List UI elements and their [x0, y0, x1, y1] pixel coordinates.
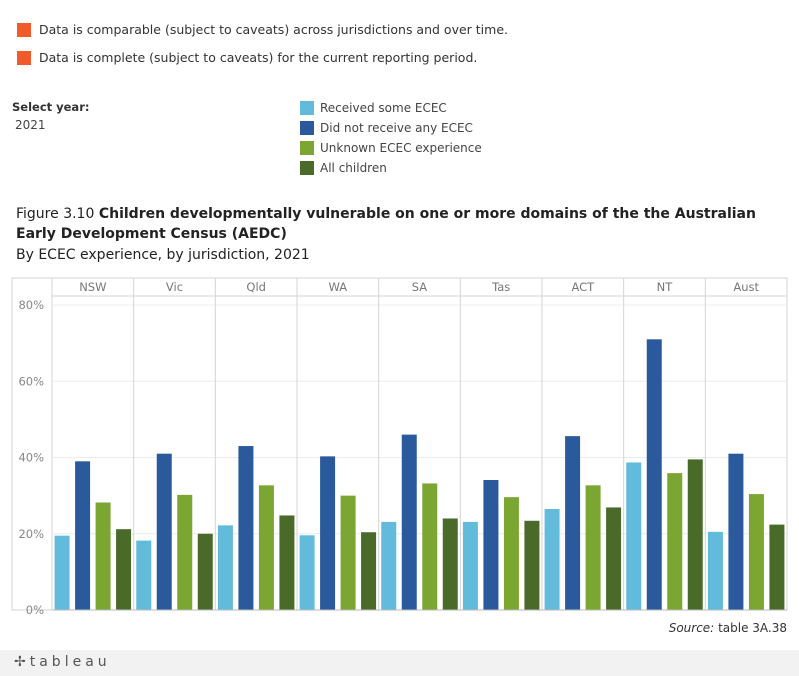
bar: [156, 453, 172, 610]
y-tick-label: 40%: [18, 451, 44, 465]
column-header: Vic: [166, 280, 183, 294]
bar: [483, 479, 499, 610]
bar: [503, 497, 519, 610]
legend-item-unknown[interactable]: Unknown ECEC experience: [300, 138, 482, 158]
column-header: Qld: [246, 280, 266, 294]
bar: [320, 456, 336, 610]
bar: [422, 483, 438, 610]
bar: [279, 515, 295, 610]
column-header: Tas: [491, 280, 510, 294]
y-tick-label: 80%: [18, 298, 44, 312]
bar: [136, 540, 152, 610]
caveat-marker-icon: [17, 50, 31, 65]
bar: [626, 462, 642, 610]
bar: [381, 521, 397, 610]
legend-label: Received some ECEC: [320, 101, 447, 115]
caveat-complete: Data is complete (subject to caveats) fo…: [17, 50, 477, 65]
legend-swatch: [300, 121, 314, 135]
footer-bar: ✢tableau: [0, 650, 799, 676]
legend: Received some ECEC Did not receive any E…: [300, 98, 482, 178]
column-header: NT: [657, 280, 674, 294]
bar: [116, 529, 132, 610]
tableau-logo-text: tableau: [29, 654, 111, 670]
bar: [340, 495, 356, 610]
bar: [646, 339, 662, 610]
legend-item-all-children[interactable]: All children: [300, 158, 482, 178]
caveat-comparable: Data is comparable (subject to caveats) …: [17, 22, 508, 37]
source-note: Source: table 3A.38: [669, 621, 787, 635]
bar: [238, 446, 254, 610]
column-header: SA: [412, 280, 428, 294]
figure-title-text: Children developmentally vulnerable on o…: [16, 206, 756, 242]
figure-number: Figure 3.10: [16, 206, 95, 222]
bar: [177, 494, 193, 610]
bar: [95, 502, 111, 610]
bar: [258, 485, 274, 610]
bar: [462, 521, 478, 610]
bar: [728, 453, 744, 610]
source-label: Source:: [668, 621, 715, 635]
bar: [707, 531, 723, 610]
legend-swatch: [300, 141, 314, 155]
legend-item-received[interactable]: Received some ECEC: [300, 98, 482, 118]
column-header: WA: [329, 280, 348, 294]
caveat-text: Data is complete (subject to caveats) fo…: [39, 50, 478, 65]
year-filter-value[interactable]: 2021: [15, 118, 46, 132]
bar: [54, 535, 70, 610]
bar: [299, 535, 315, 610]
tableau-logo[interactable]: ✢tableau: [14, 654, 111, 670]
column-header: ACT: [571, 280, 595, 294]
bar: [748, 494, 764, 610]
bar: [687, 459, 703, 610]
legend-swatch: [300, 101, 314, 115]
legend-item-not-received[interactable]: Did not receive any ECEC: [300, 118, 482, 138]
caveat-marker-icon: [17, 22, 31, 37]
bar: [361, 532, 377, 610]
year-filter-label: Select year:: [12, 100, 90, 114]
legend-label: Did not receive any ECEC: [320, 121, 473, 135]
bar-chart: 0% 20% 40% 60% 80% NSW Vic Qld WA SA Tas ACT NT Aust: [11, 277, 788, 615]
bar: [442, 518, 458, 610]
source-text: table 3A.38: [718, 621, 787, 635]
bar: [667, 473, 683, 610]
legend-label: All children: [320, 161, 387, 175]
legend-swatch: [300, 161, 314, 175]
bar: [197, 533, 213, 610]
bar: [769, 524, 785, 610]
bar: [585, 485, 601, 610]
bar: [606, 507, 622, 610]
y-tick-label: 0%: [26, 603, 44, 615]
column-header: NSW: [79, 280, 106, 294]
caveat-text: Data is comparable (subject to caveats) …: [39, 22, 508, 37]
chart-subtitle: By ECEC experience, by jurisdiction, 202…: [16, 247, 310, 263]
y-tick-label: 60%: [18, 374, 44, 388]
bar: [75, 461, 91, 610]
bar: [217, 525, 233, 610]
legend-label: Unknown ECEC experience: [320, 141, 482, 155]
bar: [544, 508, 560, 610]
y-tick-label: 20%: [18, 527, 44, 541]
column-header: Aust: [733, 280, 759, 294]
chart-title: Figure 3.10 Children developmentally vul…: [16, 204, 776, 244]
bar: [524, 520, 540, 610]
bar: [565, 436, 581, 610]
bar: [401, 434, 417, 610]
